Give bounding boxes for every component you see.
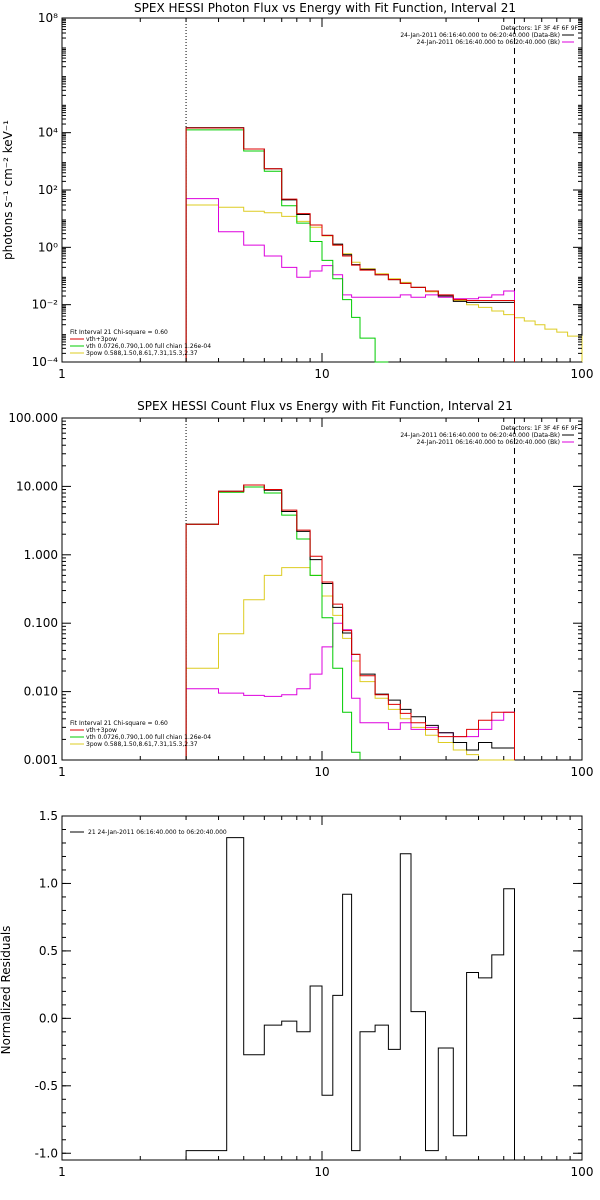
y-tick-label: 0.100 <box>24 616 58 630</box>
residuals-panel: Normalized Residuals 1 10 100 -1.0 -0.5 0.0 0.… <box>0 809 593 1179</box>
spectra-series <box>185 127 583 363</box>
y-tick-label: 10² <box>38 183 58 197</box>
x-tick-label: 100 <box>571 367 594 381</box>
y-tick-label: 10⁴ <box>38 126 58 140</box>
series-data <box>185 837 515 1160</box>
y-axis-label: Normalized Residuals <box>0 926 13 1055</box>
legend-detectors: Detectors: 1F 3F 4F 6F 9F <box>501 425 579 432</box>
legend-vth: vth 0.0726,0.790,1.00 full chian 1.26e-0… <box>86 343 211 350</box>
photon-flux-panel: SPEX HESSI Photon Flux vs Energy with Fi… <box>1 1 593 381</box>
y-tick-label: -0.5 <box>35 1079 58 1093</box>
count-flux-panel: SPEX HESSI Count Flux vs Energy with Fit… <box>8 399 593 779</box>
series-bk <box>185 198 515 362</box>
legend-pow: 3pow 0.588,1.50,8.61,7.31,15.3,2.37 <box>86 350 198 357</box>
legend-right: Detectors: 1F 3F 4F 6F 9F 24-Jan-2011 06… <box>400 425 578 446</box>
axes-frame <box>61 17 583 363</box>
y-tick-label: 1.0 <box>39 876 58 890</box>
y-tick-label: 10⁸ <box>38 11 58 25</box>
legend-fit-interval: Fit Interval 21 Chi-square = 0.60 <box>70 329 168 336</box>
legend-data-bk: 24-Jan-2011 06:16:40.000 to 06:20:40.000… <box>400 32 560 39</box>
legend-right: Detectors: 1F 3F 4F 6F 9F 24-Jan-2011 06… <box>400 25 578 46</box>
x-tick-label: 100 <box>571 765 594 779</box>
axis-ticks: 1 10 100 -1.0 -0.5 0.0 0.5 1.0 1.5 <box>35 809 594 1179</box>
series-pow <box>185 204 583 362</box>
y-tick-label: -1.0 <box>35 1146 58 1160</box>
legend-total: vth+3pow <box>86 727 117 734</box>
legend-total: vth+3pow <box>86 336 117 343</box>
series-bk <box>185 622 515 760</box>
y-tick-label: 0.5 <box>39 944 58 958</box>
y-tick-label: 10⁻⁴ <box>32 355 59 369</box>
plot-frame <box>61 17 583 363</box>
y-tick-label: 100.000 <box>8 411 58 425</box>
series-pow <box>185 567 515 761</box>
fit-range-markers <box>185 18 515 362</box>
x-tick-label: 10 <box>314 367 329 381</box>
y-tick-label: 0.0 <box>39 1011 58 1025</box>
legend-residual: 21 24-Jan-2011 06:16:40.000 to 06:20:40.… <box>88 829 227 836</box>
x-tick-label: 1 <box>58 367 66 381</box>
series-total <box>185 484 515 760</box>
series-vth <box>185 129 389 363</box>
x-tick-label: 10 <box>314 1165 329 1179</box>
series-data <box>185 484 515 760</box>
legend-fit-interval: Fit Interval 21 Chi-square = 0.60 <box>70 720 168 727</box>
x-tick-label: 1 <box>58 765 66 779</box>
y-tick-label: 1.5 <box>39 809 58 823</box>
legend-bk: 24-Jan-2011 06:16:40.000 to 06:20:40.000… <box>417 39 560 46</box>
axis-ticks: 1 10 100 0.001 0.010 0.100 1.000 10.000 100.000 <box>8 411 593 779</box>
y-tick-label: 10⁻² <box>32 298 59 312</box>
series-data <box>185 127 515 362</box>
fit-range-markers <box>185 418 515 760</box>
legend-bk: 24-Jan-2011 06:16:40.000 to 06:20:40.000… <box>417 439 560 446</box>
y-tick-label: 1.000 <box>24 548 58 562</box>
series-vth <box>185 486 361 760</box>
legend-vth: vth 0.0726,0.790,1.00 full chian 1.26e-0… <box>86 734 211 741</box>
y-axis-label: photons s⁻¹ cm⁻² keV⁻¹ <box>1 120 15 260</box>
series-total <box>185 127 515 362</box>
legend-pow: 3pow 0.588,1.50,8.61,7.31,15.3,2.37 <box>86 741 198 748</box>
y-tick-label: 0.001 <box>24 753 58 767</box>
x-tick-label: 10 <box>314 765 329 779</box>
panel-title: SPEX HESSI Count Flux vs Energy with Fit… <box>137 399 513 413</box>
spectra-series <box>185 484 515 761</box>
legend-left: 21 24-Jan-2011 06:16:40.000 to 06:20:40.… <box>70 829 227 836</box>
panel-title: SPEX HESSI Photon Flux vs Energy with Fi… <box>134 1 516 15</box>
y-tick-label: 10⁰ <box>38 240 58 254</box>
legend-detectors: Detectors: 1F 3F 4F 6F 9F <box>501 25 579 32</box>
legend-data-bk: 24-Jan-2011 06:16:40.000 to 06:20:40.000… <box>400 432 560 439</box>
x-tick-label: 100 <box>571 1165 594 1179</box>
legend-left: Fit Interval 21 Chi-square = 0.60 vth+3p… <box>70 329 211 357</box>
legend-left: Fit Interval 21 Chi-square = 0.60 vth+3p… <box>70 720 211 748</box>
residual-series <box>185 837 515 1160</box>
x-tick-label: 1 <box>58 1165 66 1179</box>
axis-ticks: 1 10 100 10⁻⁴ 10⁻² 10⁰ 10² 10⁴ 10⁸ <box>32 11 594 381</box>
y-tick-label: 10.000 <box>16 479 58 493</box>
y-tick-label: 0.010 <box>24 685 58 699</box>
